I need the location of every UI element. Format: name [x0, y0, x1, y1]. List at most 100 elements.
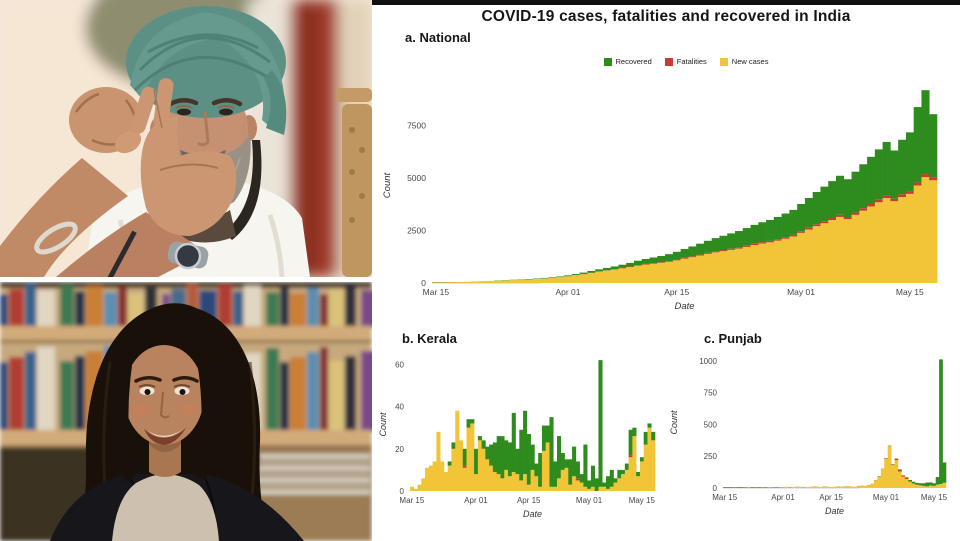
bar-segment	[602, 482, 607, 487]
bar-segment	[758, 242, 767, 244]
bar-segment	[530, 469, 535, 491]
bar-segment	[617, 469, 622, 479]
bar-segment	[564, 467, 569, 491]
bar-segment	[742, 246, 751, 283]
bar-segment	[849, 486, 854, 488]
bar-segment	[820, 221, 829, 224]
bar-segment	[556, 276, 565, 278]
bar-segment	[451, 442, 456, 449]
bar-segment	[791, 486, 796, 488]
bar-segment	[481, 448, 486, 491]
bar-segment	[781, 238, 790, 283]
bar-segment	[462, 465, 467, 468]
bar-segment	[478, 281, 487, 283]
bar-segment	[474, 448, 479, 475]
photo-man-in-turban-art	[0, 0, 372, 277]
bar-segment	[750, 224, 759, 244]
bar-segment	[459, 440, 464, 491]
book-spine	[0, 362, 8, 432]
bar-segment	[939, 484, 943, 488]
bar-segment	[742, 245, 751, 247]
bar-segment	[932, 486, 937, 488]
bar-segment	[766, 240, 775, 243]
x-tick-label: May 01	[873, 493, 900, 502]
face	[124, 345, 204, 445]
wristwatch	[167, 241, 209, 270]
legend-item-new-cases: New cases	[719, 57, 768, 66]
book-spine	[187, 284, 198, 328]
bar-segment	[929, 177, 938, 181]
bar-segment	[851, 214, 860, 283]
bar-segment	[801, 487, 806, 488]
bar-segment	[634, 265, 643, 266]
bar-segment	[929, 114, 938, 178]
paper-stack	[252, 460, 370, 465]
x-tick-label: Apr 15	[664, 287, 689, 297]
book-spine	[9, 289, 24, 328]
y-tick-label: 20	[395, 445, 404, 454]
bar-segment	[839, 486, 844, 488]
bar-segment	[874, 149, 883, 200]
bar-segment	[466, 419, 471, 428]
bar-segment	[860, 485, 864, 488]
bar-segment	[587, 270, 596, 273]
bar-segment	[557, 478, 562, 491]
bar-segment	[651, 440, 656, 491]
bar-segment	[887, 446, 892, 488]
bar-segment	[538, 453, 543, 487]
bar-segment	[703, 253, 712, 283]
bar-segment	[913, 182, 922, 186]
book-spine	[266, 292, 279, 328]
photo-woman-bookshelf-art	[0, 282, 372, 541]
y-tick-label: 0	[421, 278, 426, 288]
book-spine	[244, 286, 261, 328]
bar-segment	[928, 485, 933, 488]
bar-segment	[455, 282, 464, 283]
bar-segment	[548, 277, 557, 278]
bar-segment	[556, 277, 565, 283]
bar-segment	[797, 231, 806, 233]
bar-segment	[859, 210, 868, 283]
bar-segment	[815, 486, 820, 488]
bar-segment	[904, 479, 909, 488]
bar-segment	[560, 469, 565, 491]
book-spine	[290, 293, 306, 328]
bar-segment	[425, 467, 430, 491]
bar-segment	[911, 481, 916, 484]
legend-swatch	[603, 57, 612, 66]
bar-segment	[579, 272, 588, 274]
woman	[50, 303, 304, 541]
bar-segment	[440, 461, 445, 491]
book-spine	[60, 285, 74, 328]
bar-segment	[867, 206, 876, 283]
bar-segment	[898, 194, 907, 198]
bar-segment	[767, 487, 772, 488]
bar-segment	[451, 448, 456, 491]
bar-segment	[891, 465, 895, 488]
bar-segment	[795, 486, 799, 488]
y-tick-label: 60	[395, 360, 404, 369]
y-tick-label: 7500	[407, 121, 426, 131]
legend-swatch	[664, 57, 673, 66]
bar-segment	[680, 257, 689, 259]
bar-segment	[735, 248, 744, 283]
bar-segment	[609, 469, 614, 487]
x-tick-label: Mar 15	[712, 493, 737, 502]
bar-segment	[788, 487, 792, 488]
beige-top	[112, 474, 219, 541]
bar-segment	[804, 197, 813, 228]
bar-segment	[636, 472, 641, 477]
bar-segment	[856, 486, 861, 488]
bar-segment	[571, 274, 580, 276]
bar-segment	[540, 277, 549, 279]
bar-segment	[904, 477, 909, 479]
bar-segment	[908, 479, 912, 482]
book-spine	[329, 361, 344, 432]
bar-segment	[719, 251, 728, 283]
paper-stack	[252, 484, 370, 489]
bar-segment	[882, 141, 891, 196]
bar-segment	[489, 465, 494, 491]
book-spine	[75, 291, 85, 328]
bar-segment	[519, 429, 524, 481]
bar-segment	[641, 264, 650, 283]
